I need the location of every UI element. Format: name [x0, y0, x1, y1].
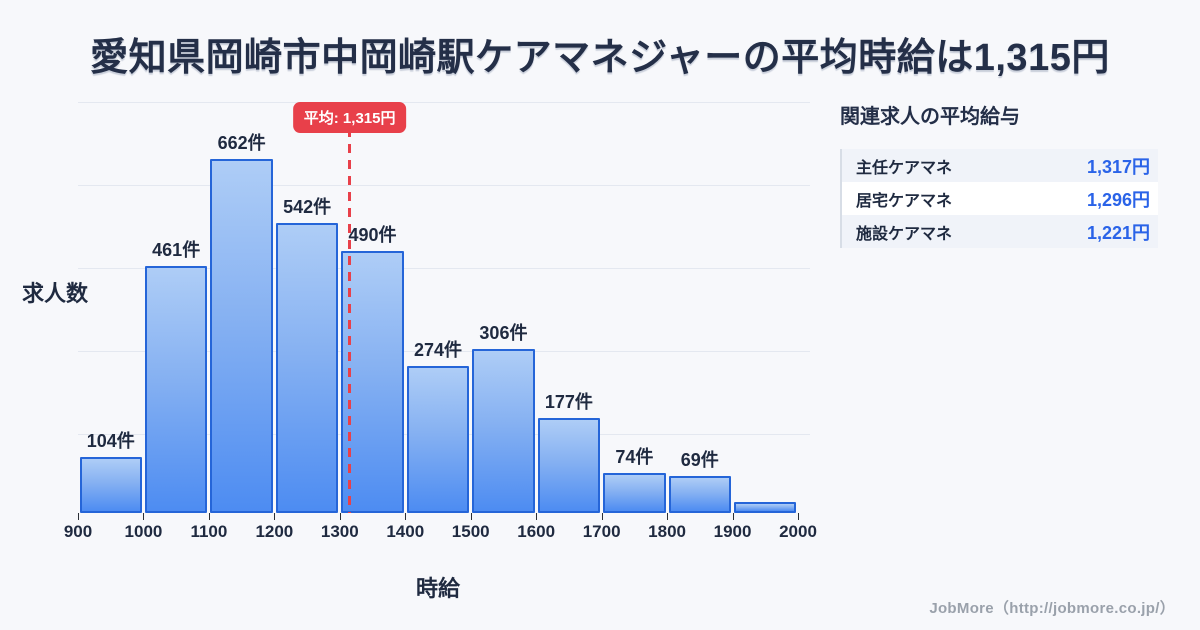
- x-tick-mark: [470, 513, 472, 520]
- bar-value-label: 542件: [283, 197, 332, 217]
- average-badge: 平均: 1,315円: [292, 102, 407, 133]
- histogram-bar: [341, 251, 404, 513]
- bar-value-label: 274件: [413, 340, 463, 360]
- bar-value-label: 104件: [86, 431, 135, 451]
- histogram-bar: [144, 266, 208, 513]
- x-tick-mark: [274, 513, 276, 520]
- plot-area: 104件 461件 662件 542件 490件 274件 306件 177件 74件 69件 平…: [64, 98, 817, 541]
- salary-row-value: 1,296円: [1086, 189, 1150, 210]
- bar-value-label: 74件: [615, 447, 654, 467]
- gridline: [78, 268, 810, 269]
- salary-row-label: 居宅ケアマネ: [856, 192, 953, 210]
- related-jobs-table: 主任ケアマネ 1,317円居宅ケアマネ 1,296円施設ケアマネ 1,221円: [840, 149, 1158, 248]
- histogram-bar: [537, 418, 601, 513]
- histogram-bar: [734, 502, 797, 513]
- bar-value-label: 69件: [680, 450, 719, 470]
- salary-row: 主任ケアマネ 1,317円: [842, 149, 1158, 182]
- bar-value-label: 306件: [479, 323, 528, 343]
- histogram-bar: [472, 349, 535, 513]
- x-tick-mark: [78, 513, 79, 520]
- related-jobs-panel: 関連求人の平均給与 主任ケアマネ 1,317円居宅ケアマネ 1,296円施設ケアマネ…: [840, 100, 1158, 248]
- salary-row: 施設ケアマネ 1,221円: [842, 215, 1158, 248]
- x-tick-mark: [798, 513, 799, 520]
- x-tick-label: 1200: [255, 522, 294, 541]
- salary-row-value: 1,317円: [1086, 156, 1150, 177]
- histogram-bar: [79, 457, 142, 513]
- related-jobs-heading: 関連求人の平均給与: [840, 106, 1020, 128]
- x-tick-label: 1900: [713, 522, 752, 541]
- x-tick-label: 1400: [386, 522, 425, 541]
- x-axis-title: 時給: [415, 576, 460, 601]
- salary-row: 居宅ケアマネ 1,296円: [842, 182, 1158, 215]
- x-tick-mark: [339, 513, 341, 520]
- histogram-bar: [668, 476, 732, 513]
- x-tick-label: 900: [63, 522, 93, 541]
- bar-value-label: 662件: [217, 133, 266, 153]
- x-tick-label: 1300: [320, 522, 359, 541]
- gridline: [78, 102, 810, 103]
- x-tick-mark: [536, 513, 538, 520]
- x-tick-label: 1600: [517, 522, 556, 541]
- x-tick-mark: [405, 513, 407, 520]
- salary-row-label: 主任ケアマネ: [856, 159, 953, 177]
- x-tick-mark: [667, 513, 669, 520]
- y-axis-title: 求人数: [22, 281, 89, 306]
- x-tick-label: 1000: [124, 522, 163, 541]
- histogram-bar: [603, 473, 666, 513]
- x-tick-mark: [601, 513, 603, 520]
- x-tick-label: 1700: [582, 522, 621, 541]
- gridline: [78, 185, 810, 186]
- histogram-bar: [275, 223, 339, 513]
- x-tick-mark: [143, 513, 145, 520]
- histogram-bar: [406, 366, 470, 513]
- bar-value-label: 461件: [152, 240, 201, 260]
- x-tick-mark: [732, 513, 734, 520]
- salary-row-value: 1,221円: [1086, 222, 1150, 243]
- salary-row-label: 施設ケアマネ: [856, 225, 953, 243]
- x-tick-label: 1100: [190, 522, 228, 541]
- bar-value-label: 177件: [544, 392, 593, 412]
- gridline: [78, 351, 810, 352]
- x-tick-label: 2000: [779, 522, 817, 541]
- histogram-bar: [210, 159, 273, 513]
- footer-credit: JobMore（http://jobmore.co.jp/）: [929, 600, 1175, 617]
- bar-value-label: 490件: [348, 225, 397, 245]
- x-tick-label: 1800: [648, 522, 686, 541]
- average-line: [348, 128, 352, 513]
- x-tick-label: 1500: [451, 522, 490, 541]
- page-title: 愛知県岡崎市中岡崎駅ケアマネジャーの平均時給は1,315円: [90, 37, 1110, 79]
- x-tick-mark: [208, 513, 210, 520]
